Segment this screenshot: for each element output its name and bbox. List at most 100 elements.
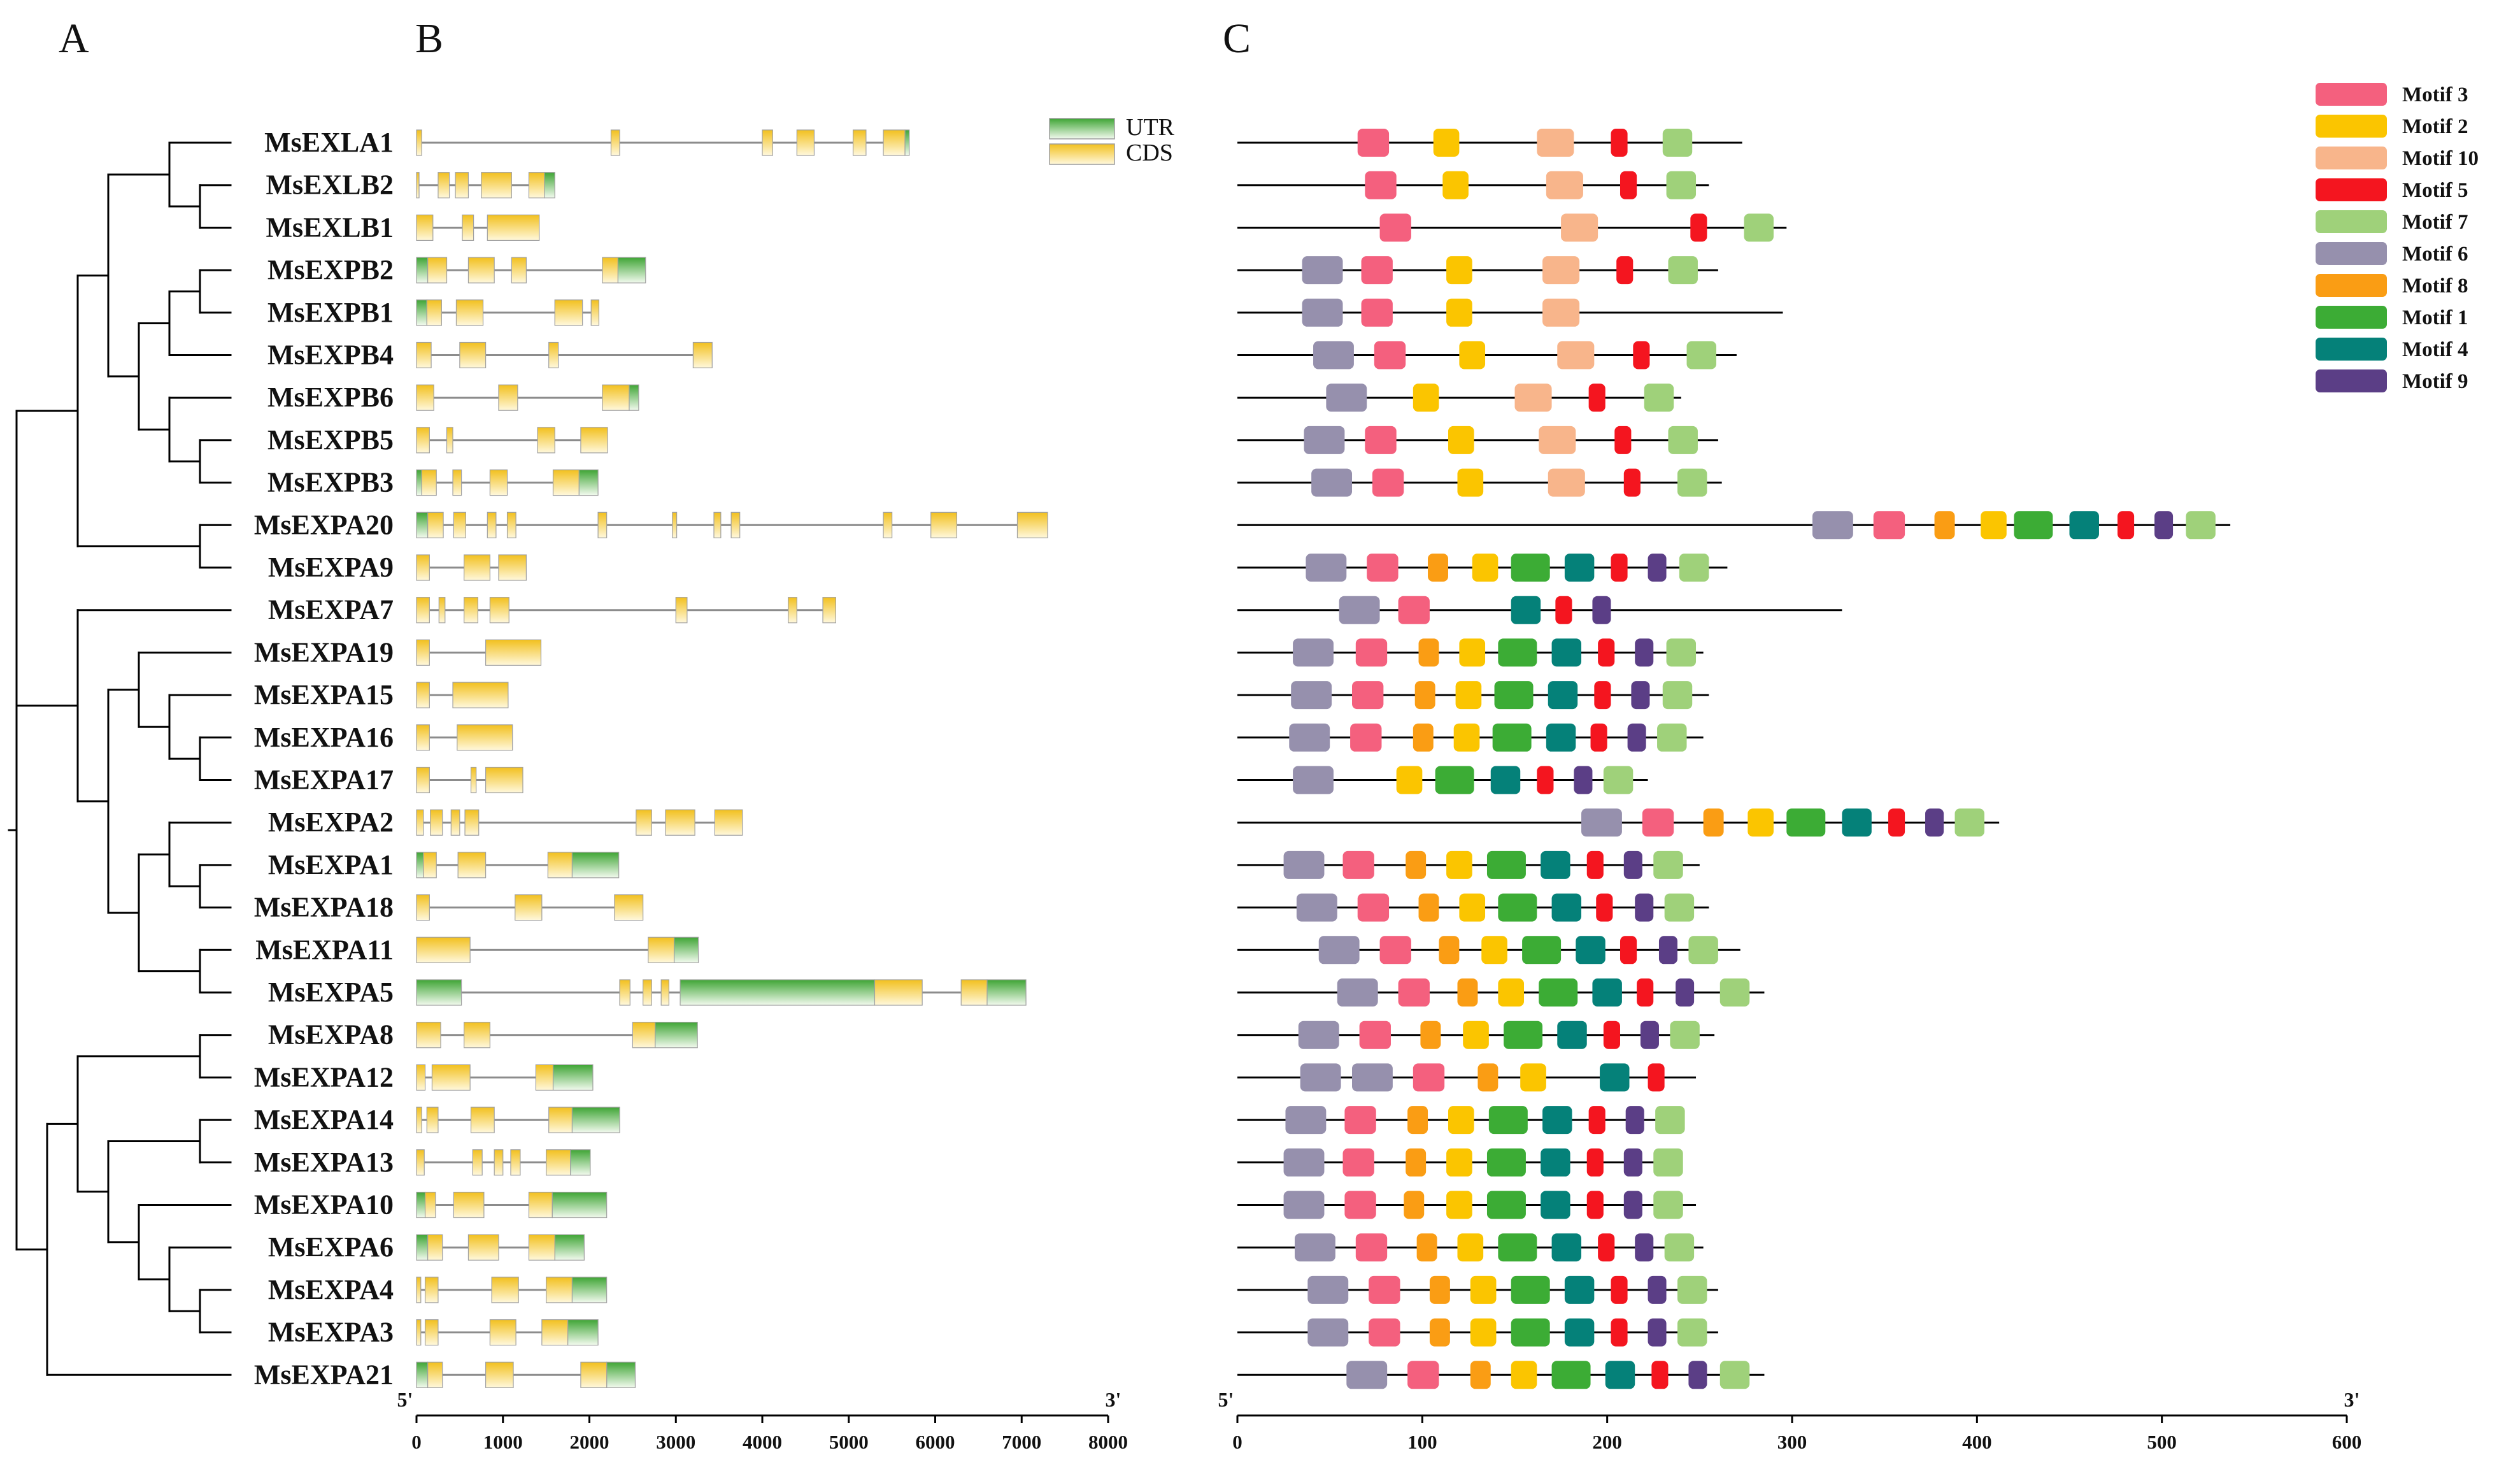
gene-label: MsEXPA17 xyxy=(254,764,394,796)
protein-row xyxy=(1237,1063,1697,1092)
utr-block xyxy=(570,1149,591,1176)
motif-6-box xyxy=(1298,1021,1339,1049)
motif-7-box xyxy=(1662,129,1693,157)
cds-block xyxy=(423,852,437,878)
cds-block xyxy=(660,979,669,1006)
motif-7-box xyxy=(1686,341,1716,369)
motif-4-box xyxy=(1511,596,1541,624)
axis-tick-label: 2000 xyxy=(570,1431,609,1453)
cds-block xyxy=(614,894,644,921)
axis-tick-label: 1000 xyxy=(483,1431,523,1453)
motif-4-box xyxy=(1546,723,1576,752)
gene-label: MsEXPA12 xyxy=(254,1061,394,1093)
utr-block xyxy=(416,469,422,496)
motif-2-box xyxy=(1748,808,1774,837)
motif-8-box xyxy=(1429,1275,1450,1304)
motif-legend-swatch xyxy=(2316,306,2387,329)
cds-block xyxy=(852,129,867,156)
motif-legend-label: Motif 8 xyxy=(2402,275,2468,297)
motif-6-box xyxy=(1291,681,1332,710)
cds-block xyxy=(481,172,512,199)
protein-row xyxy=(1237,341,1737,369)
motif-5-box xyxy=(1586,850,1604,879)
gene-label: MsEXPA21 xyxy=(254,1359,394,1390)
cds-block xyxy=(762,129,773,156)
gene-structure-row xyxy=(416,1361,636,1388)
cds-block xyxy=(416,936,471,963)
motif-3-box xyxy=(1352,681,1384,710)
motif-4-box xyxy=(1551,893,1582,922)
gene-label: MsEXPA2 xyxy=(268,806,394,838)
motif-4-box xyxy=(1605,1361,1635,1389)
cds-block xyxy=(427,257,448,283)
motif-9-box xyxy=(1635,1233,1654,1262)
axis-tick-label: 300 xyxy=(1777,1431,1807,1453)
motif-2-box xyxy=(1448,426,1474,454)
motif-3-box xyxy=(1359,1021,1391,1049)
gene-structure-row xyxy=(416,257,646,283)
motif-3-box xyxy=(1355,1233,1388,1262)
cds-block xyxy=(426,1107,439,1133)
motif-7-box xyxy=(2186,511,2216,540)
gene-label: MsEXPA1 xyxy=(268,849,394,880)
motif-1-box xyxy=(1488,1106,1528,1135)
motif-3-box xyxy=(1398,596,1430,624)
motif-7-box xyxy=(1657,723,1687,752)
protein-row xyxy=(1237,511,2231,540)
cds-block xyxy=(643,979,652,1006)
cds-block xyxy=(692,341,713,369)
protein-row xyxy=(1237,850,1700,879)
gene-structure-row xyxy=(416,852,620,878)
cds-block xyxy=(421,469,437,496)
motif-legend-swatch xyxy=(2316,369,2387,392)
cds-block xyxy=(610,129,620,156)
motif-2-box xyxy=(1446,1148,1472,1177)
motif-6-box xyxy=(1289,723,1330,752)
motif-4-box xyxy=(1576,936,1605,964)
motif-2-box xyxy=(1396,766,1423,794)
motif-5-box xyxy=(1614,426,1632,454)
motif-3-box xyxy=(1361,256,1393,285)
protein-row xyxy=(1237,383,1681,412)
motif-10-box xyxy=(1539,426,1576,454)
gene-label: MsEXPA8 xyxy=(268,1019,394,1050)
five-prime-label: 5' xyxy=(1218,1388,1234,1411)
protein-row xyxy=(1237,426,1718,454)
motif-4-box xyxy=(1542,1106,1572,1135)
cds-block xyxy=(424,1191,436,1219)
motif-3-box xyxy=(1369,1318,1400,1347)
motif-10-box xyxy=(1542,298,1580,327)
protein-row xyxy=(1237,1106,1685,1135)
motif-9-box xyxy=(1592,596,1611,624)
cds-block xyxy=(796,129,815,156)
motif-3-box xyxy=(1398,978,1430,1007)
motif-legend-swatch xyxy=(2316,242,2387,265)
motif-2-box xyxy=(1455,681,1482,710)
motif-5-box xyxy=(1619,936,1637,964)
cds-block xyxy=(452,469,462,496)
motif-9-box xyxy=(2154,511,2174,540)
motif-4-box xyxy=(1541,850,1570,879)
motif-6-box xyxy=(1283,850,1325,879)
cds-block xyxy=(487,214,540,241)
cds-block xyxy=(510,1149,521,1176)
cds-block xyxy=(528,172,545,199)
gene-structure-row xyxy=(416,469,599,496)
cds-block xyxy=(416,427,430,454)
protein-row xyxy=(1237,766,1648,794)
motif-6-box xyxy=(1339,596,1380,624)
cds-block xyxy=(416,894,430,921)
cds-block xyxy=(580,1361,608,1388)
motif-6-box xyxy=(1581,808,1622,837)
motif-9-box xyxy=(1648,554,1667,582)
utr-block xyxy=(416,299,427,326)
motif-7-box xyxy=(1677,1318,1707,1347)
motif-5-box xyxy=(1611,554,1628,582)
gene-structure-row xyxy=(416,1319,599,1346)
motif-panel xyxy=(1237,129,2231,1389)
motif-9-box xyxy=(1623,1148,1642,1177)
motif-7-box xyxy=(1664,1233,1695,1262)
gene-structure-row xyxy=(416,936,699,963)
protein-row xyxy=(1237,256,1718,285)
gene-structure-row xyxy=(416,979,1027,1006)
